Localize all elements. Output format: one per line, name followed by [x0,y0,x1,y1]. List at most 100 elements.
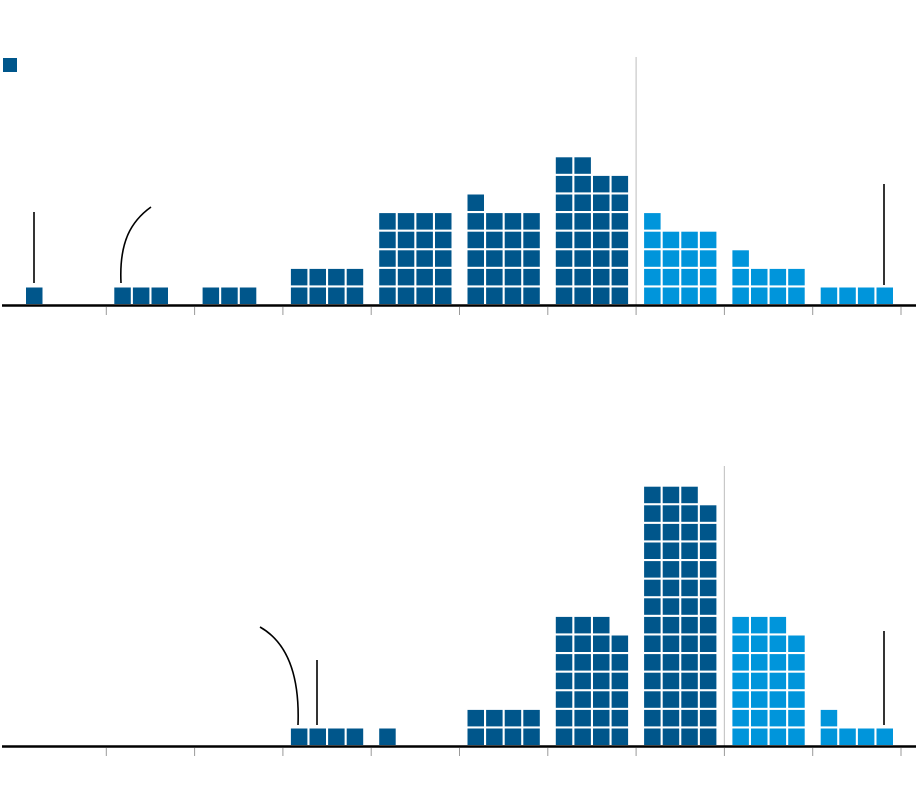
waffle-block [751,616,768,634]
waffle-block [593,250,610,267]
waffle-block [699,523,717,541]
waffle-block [486,728,503,745]
waffle-block [662,523,680,541]
waffle-block [114,287,131,304]
waffle-block [397,250,415,267]
waffle-block [574,709,591,727]
waffle-block [523,250,540,267]
waffle-block [593,231,610,249]
waffle-block [769,287,787,304]
waffle-block [504,268,522,286]
waffle-block [788,672,805,690]
waffle-block [662,616,680,634]
waffle-block [611,709,629,727]
waffle-block [769,616,787,634]
waffle-block [397,213,415,230]
waffle-block [662,691,680,708]
waffle-block [379,287,396,304]
waffle-block [876,287,893,304]
waffle-block [751,654,768,671]
waffle-block [290,728,308,745]
waffle-block [593,287,610,304]
waffle-block [555,194,573,211]
waffle-block [788,268,805,286]
waffle-block [699,250,717,267]
waffle-block [699,709,717,727]
waffle-block [644,213,661,230]
waffle-block [467,231,484,249]
waffle-block [435,250,452,267]
waffle-block [328,728,345,745]
waffle-block [788,635,805,652]
waffle-block [732,691,749,708]
waffle-block [290,287,308,304]
waffle-block [681,616,698,634]
waffle-block [346,268,364,286]
waffle-block [644,654,661,671]
waffle-block [593,709,610,727]
waffle-block [857,287,875,304]
waffle-block [662,287,680,304]
waffle-block [751,672,768,690]
waffle-block [681,654,698,671]
waffle-block [504,709,522,727]
waffle-block [788,709,805,727]
waffle-block [555,709,573,727]
waffle-block [593,728,610,745]
waffle-block [769,268,787,286]
waffle-block [467,213,484,230]
waffle-block [681,709,698,727]
waffle-block [681,672,698,690]
waffle-block [662,486,680,504]
waffle-block [309,268,326,286]
waffle-block [699,268,717,286]
waffle-block [611,728,629,745]
waffle-block [644,231,661,249]
waffle-block [467,287,484,304]
waffle-block [662,654,680,671]
waffle-block [699,635,717,652]
waffle-block [788,287,805,304]
waffle-block [769,654,787,671]
waffle-block [504,250,522,267]
waffle-block [732,635,749,652]
waffle-block [555,213,573,230]
waffle-block [611,194,629,211]
waffle-block [523,213,540,230]
waffle-block [574,654,591,671]
waffle-block [681,505,698,522]
waffle-block [699,654,717,671]
waffle-block [699,691,717,708]
waffle-block [662,505,680,522]
waffle-block [346,728,364,745]
waffle-block [467,194,484,211]
waffle-block [416,250,433,267]
waffle-block [151,287,168,304]
waffle-block [699,672,717,690]
waffle-block [239,287,257,304]
waffle-block [611,654,629,671]
waffle-block [593,672,610,690]
waffle-block [593,175,610,193]
waffle-block [221,287,238,304]
waffle-block [290,268,308,286]
waffle-block [751,709,768,727]
waffle-block [486,231,503,249]
waffle-block [555,728,573,745]
waffle-block [644,672,661,690]
waffle-block [555,654,573,671]
waffle-block [732,654,749,671]
waffle-block [788,654,805,671]
waffle-block [379,231,396,249]
waffle-block [555,175,573,193]
waffle-block [681,542,698,559]
waffle-block [467,250,484,267]
waffle-block [523,231,540,249]
waffle-block [699,616,717,634]
waffle-block [751,728,768,745]
waffle-block [574,728,591,745]
waffle-block [644,486,661,504]
waffle-block [504,287,522,304]
waffle-block [662,231,680,249]
waffle-block [26,287,43,304]
